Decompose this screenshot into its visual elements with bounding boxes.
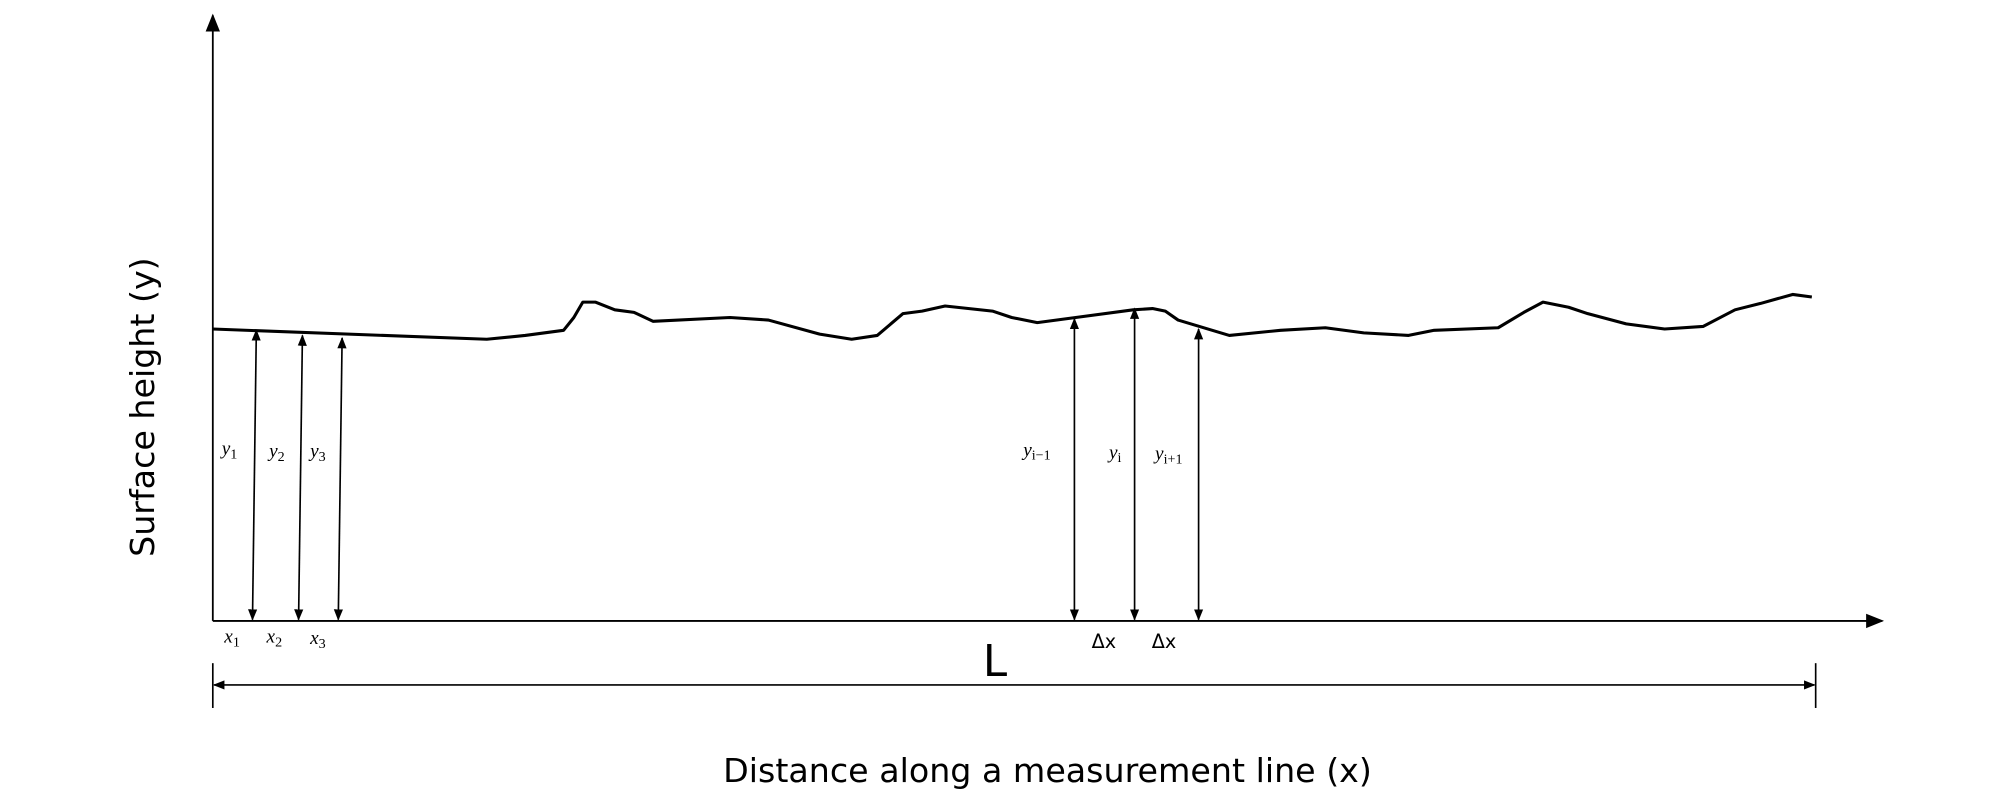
position-label: x1 bbox=[223, 627, 240, 651]
label-sub: i bbox=[1118, 450, 1122, 466]
label-base: y bbox=[1107, 442, 1118, 463]
height-label: y3 bbox=[308, 441, 326, 465]
label-base: x bbox=[309, 628, 319, 649]
height-label: y1 bbox=[220, 438, 238, 462]
y-axis-title: Surface height (y) bbox=[123, 257, 162, 557]
label-base: x bbox=[223, 627, 233, 648]
x-axis-title: Distance along a measurement line (x) bbox=[723, 751, 1372, 790]
position-label: x3 bbox=[309, 628, 326, 652]
label-sub: i−1 bbox=[1032, 448, 1051, 464]
label-base: x bbox=[266, 627, 276, 648]
height-arrow bbox=[294, 334, 307, 621]
label-base: y bbox=[220, 438, 231, 459]
label-sub: 2 bbox=[278, 449, 285, 465]
label-sub: 3 bbox=[319, 449, 326, 465]
spacing-label: Δx bbox=[1152, 630, 1176, 653]
position-label: x2 bbox=[266, 627, 283, 651]
label-base: y bbox=[308, 441, 319, 462]
label-sub: i+1 bbox=[1164, 451, 1183, 467]
height-label: yi+1 bbox=[1153, 444, 1182, 468]
surface-profile bbox=[212, 292, 1813, 341]
label-sub: 1 bbox=[233, 635, 240, 651]
height-arrow bbox=[248, 329, 261, 621]
spacing-label: Δx bbox=[1092, 630, 1116, 653]
height-arrow bbox=[333, 336, 347, 621]
label-sub: 3 bbox=[319, 636, 326, 652]
label-sub: 1 bbox=[230, 446, 237, 462]
height-label: y2 bbox=[267, 441, 285, 465]
label-base: y bbox=[1021, 440, 1032, 461]
height-label: yi bbox=[1107, 442, 1122, 466]
length-label: L bbox=[983, 637, 1008, 687]
label-base: y bbox=[267, 441, 278, 462]
height-label: yi−1 bbox=[1021, 440, 1050, 464]
label-sub: 2 bbox=[275, 635, 282, 651]
label-base: y bbox=[1153, 444, 1164, 465]
